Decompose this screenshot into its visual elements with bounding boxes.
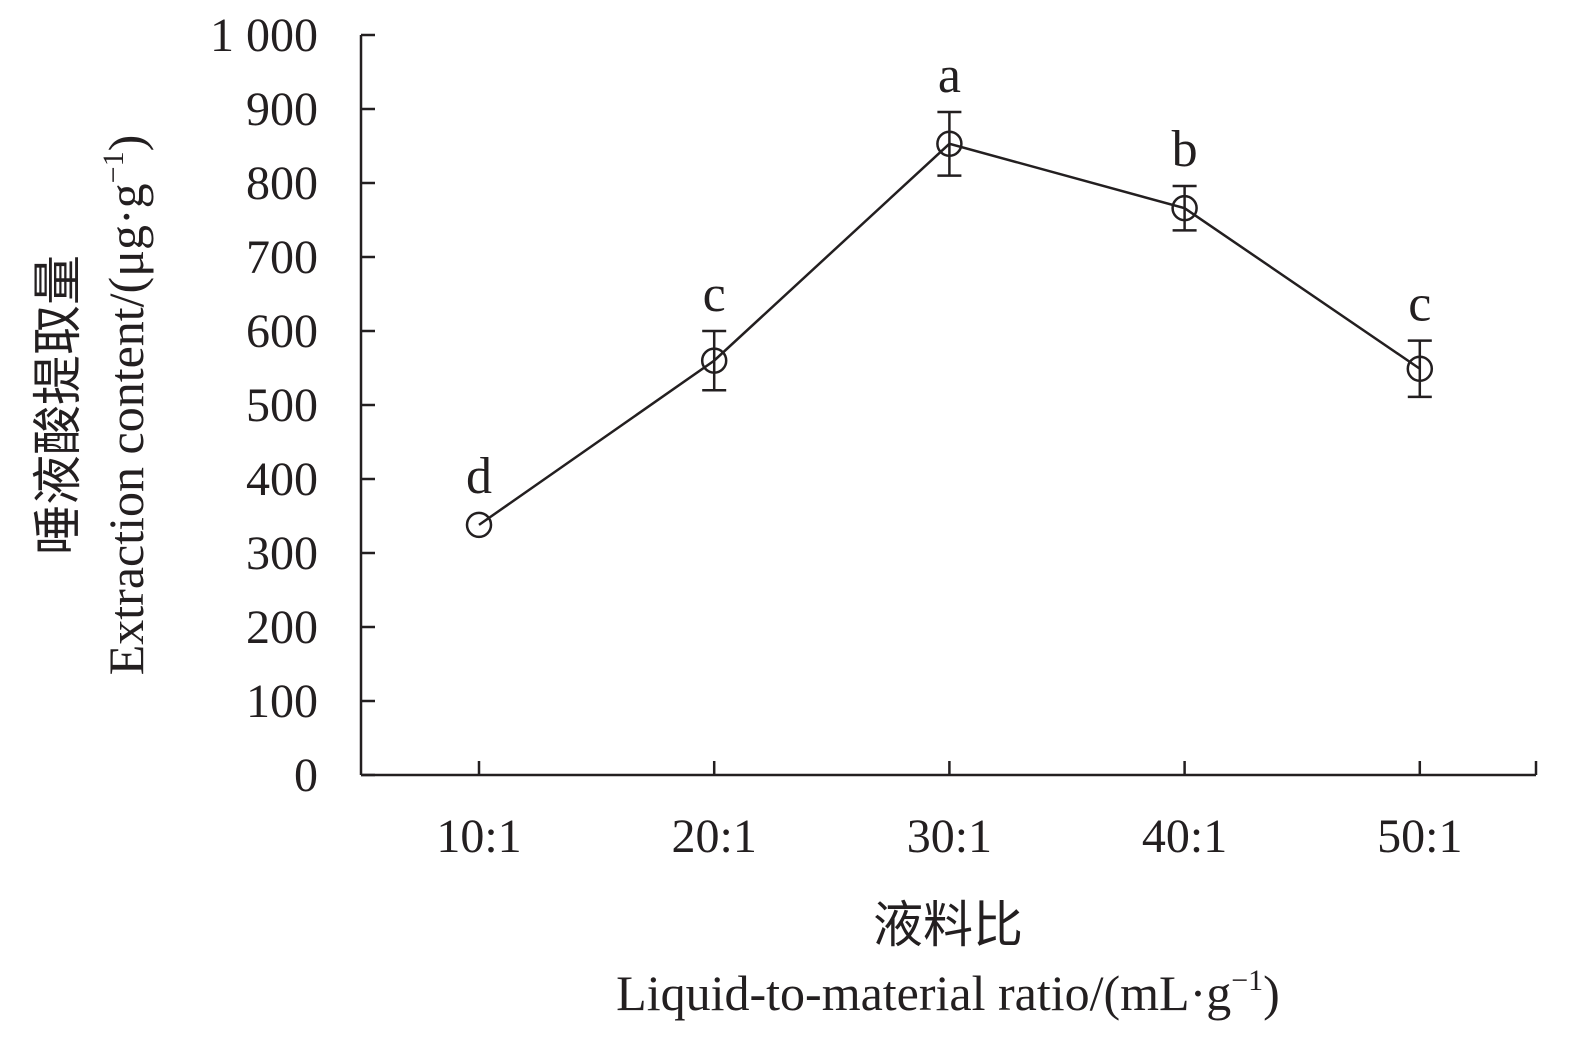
x-tick-labels: 10:1 20:1 30:1 40:1 50:1 (436, 810, 1462, 863)
y-tick-label: 800 (246, 157, 318, 210)
data-point (1406, 355, 1434, 382)
y-tick-label: 200 (246, 601, 318, 654)
y-tick-label: 700 (246, 231, 318, 284)
x-axis-title-cn: 液料比 (873, 897, 1023, 953)
significance-letter: c (1408, 276, 1431, 333)
x-axis-title-en-sup: −1 (1231, 964, 1263, 997)
axes (359, 33, 1538, 777)
y-tick-label: 500 (246, 379, 318, 432)
significance-letter: a (938, 47, 961, 104)
y-axis-title-cn: 唾液酸提取量 (30, 255, 86, 555)
significance-letter: b (1172, 121, 1198, 178)
x-axis-title-en-main: Liquid-to-material ratio/(mL·g (616, 965, 1231, 1021)
x-tick-label: 50:1 (1377, 810, 1462, 863)
y-tick-label: 400 (246, 453, 318, 506)
y-tick-labels: 0 100 200 300 400 500 600 700 800 900 1 000 (210, 9, 318, 802)
y-axis-title-en-sup: −1 (97, 151, 130, 183)
significance-letter: d (466, 448, 492, 505)
y-tick-label: 300 (246, 527, 318, 580)
x-tick-label: 30:1 (907, 810, 992, 863)
x-tick-label: 20:1 (672, 810, 757, 863)
data-point (465, 511, 493, 539)
x-axis-title-en: Liquid-to-material ratio/(mL·g−1) (616, 964, 1280, 1021)
data-point (700, 347, 728, 374)
series-line (478, 142, 1421, 526)
x-tick-label: 40:1 (1142, 810, 1227, 863)
significance-letter: c (703, 266, 726, 323)
y-tick-label: 0 (294, 749, 318, 802)
y-axis-title-en-main: Extraction content/(μg·g (98, 183, 154, 675)
significance-letters: d c a b c (466, 47, 1431, 505)
data-series (465, 110, 1434, 539)
y-axis-title-en-close: ) (98, 135, 154, 152)
y-axis-title-en: Extraction content/(μg·g−1) (97, 135, 154, 676)
y-tick-label: 1 000 (210, 9, 318, 62)
data-point (1171, 194, 1198, 222)
y-tick-label: 100 (246, 675, 318, 728)
x-axis-title-en-close: ) (1263, 965, 1280, 1021)
x-tick-label: 10:1 (436, 810, 521, 863)
y-tick-label: 900 (246, 83, 318, 136)
data-point (936, 130, 963, 158)
y-tick-label: 600 (246, 305, 318, 358)
